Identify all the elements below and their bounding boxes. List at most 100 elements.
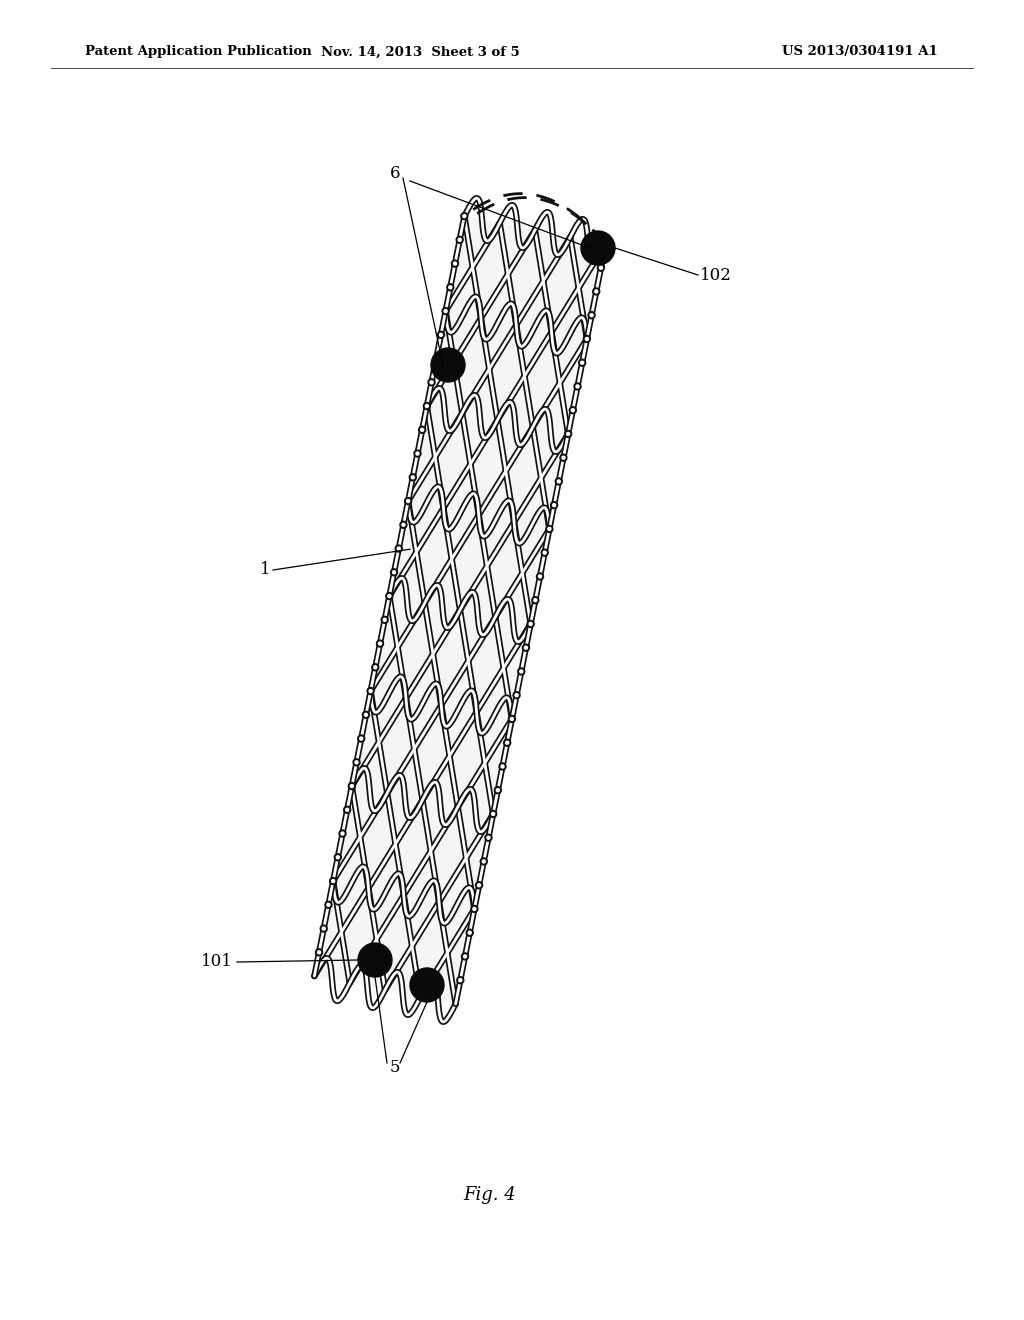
Circle shape — [330, 878, 337, 884]
Circle shape — [463, 215, 466, 218]
Circle shape — [377, 640, 383, 647]
Circle shape — [593, 288, 600, 294]
Circle shape — [386, 593, 393, 599]
Circle shape — [475, 882, 482, 888]
Circle shape — [456, 236, 463, 243]
Circle shape — [407, 499, 410, 503]
Circle shape — [581, 231, 615, 265]
Circle shape — [506, 742, 509, 744]
Circle shape — [548, 528, 551, 531]
Circle shape — [362, 711, 370, 718]
Circle shape — [374, 665, 377, 669]
Circle shape — [473, 907, 476, 911]
Circle shape — [444, 310, 447, 313]
Text: US 2013/0304191 A1: US 2013/0304191 A1 — [782, 45, 938, 58]
Circle shape — [357, 735, 365, 742]
Circle shape — [480, 858, 487, 865]
Circle shape — [348, 783, 355, 789]
Text: 1: 1 — [260, 561, 270, 578]
Circle shape — [336, 855, 339, 859]
Circle shape — [527, 620, 535, 627]
Circle shape — [388, 594, 391, 598]
Circle shape — [449, 286, 452, 289]
Circle shape — [492, 812, 495, 816]
Circle shape — [513, 692, 520, 698]
Circle shape — [497, 788, 500, 792]
Circle shape — [553, 504, 556, 507]
Circle shape — [334, 854, 341, 861]
Circle shape — [437, 331, 444, 338]
Circle shape — [414, 450, 421, 457]
Circle shape — [458, 239, 461, 242]
Circle shape — [461, 213, 468, 219]
Circle shape — [522, 644, 529, 651]
Circle shape — [454, 263, 457, 265]
Circle shape — [579, 359, 586, 366]
Circle shape — [466, 929, 473, 936]
Circle shape — [410, 968, 444, 1002]
Circle shape — [339, 830, 346, 837]
Circle shape — [529, 623, 532, 626]
Circle shape — [543, 552, 546, 554]
Circle shape — [332, 879, 335, 883]
Circle shape — [577, 385, 579, 388]
Circle shape — [586, 338, 589, 341]
Circle shape — [416, 451, 419, 455]
Text: 6: 6 — [390, 165, 400, 181]
Circle shape — [379, 642, 382, 645]
Circle shape — [518, 668, 524, 675]
Circle shape — [442, 308, 450, 314]
Circle shape — [508, 715, 515, 722]
Circle shape — [346, 808, 349, 812]
Circle shape — [499, 763, 506, 770]
Circle shape — [392, 570, 395, 574]
Circle shape — [495, 787, 502, 793]
Circle shape — [452, 260, 459, 267]
Circle shape — [574, 383, 581, 389]
Circle shape — [315, 949, 323, 956]
Circle shape — [365, 713, 368, 717]
Circle shape — [446, 284, 454, 290]
Text: 102: 102 — [700, 267, 732, 284]
Circle shape — [395, 545, 402, 552]
Circle shape — [390, 569, 397, 576]
Circle shape — [599, 267, 602, 269]
Circle shape — [317, 950, 321, 954]
Circle shape — [355, 760, 358, 764]
Circle shape — [421, 428, 424, 432]
Circle shape — [457, 977, 464, 983]
Circle shape — [397, 546, 400, 550]
Circle shape — [551, 502, 558, 508]
Circle shape — [404, 498, 412, 504]
Circle shape — [372, 664, 379, 671]
Circle shape — [604, 243, 607, 246]
Circle shape — [431, 348, 465, 381]
Circle shape — [350, 784, 353, 788]
Circle shape — [433, 355, 439, 362]
Circle shape — [485, 834, 492, 841]
Circle shape — [459, 978, 462, 982]
Circle shape — [369, 689, 372, 693]
Circle shape — [419, 426, 426, 433]
Circle shape — [359, 737, 362, 741]
Circle shape — [595, 290, 598, 293]
Circle shape — [581, 362, 584, 364]
Circle shape — [468, 931, 471, 935]
Circle shape — [520, 671, 523, 673]
Circle shape — [534, 599, 537, 602]
Circle shape — [602, 240, 609, 247]
Circle shape — [400, 521, 407, 528]
Circle shape — [482, 859, 485, 863]
Circle shape — [323, 927, 326, 931]
Circle shape — [501, 766, 504, 768]
Circle shape — [435, 356, 437, 360]
Text: 101: 101 — [201, 953, 232, 970]
Circle shape — [557, 480, 560, 483]
Circle shape — [584, 335, 591, 342]
Circle shape — [402, 523, 404, 527]
Circle shape — [531, 597, 539, 603]
Circle shape — [327, 903, 330, 907]
Circle shape — [571, 409, 574, 412]
Circle shape — [462, 953, 469, 960]
Circle shape — [487, 836, 489, 840]
